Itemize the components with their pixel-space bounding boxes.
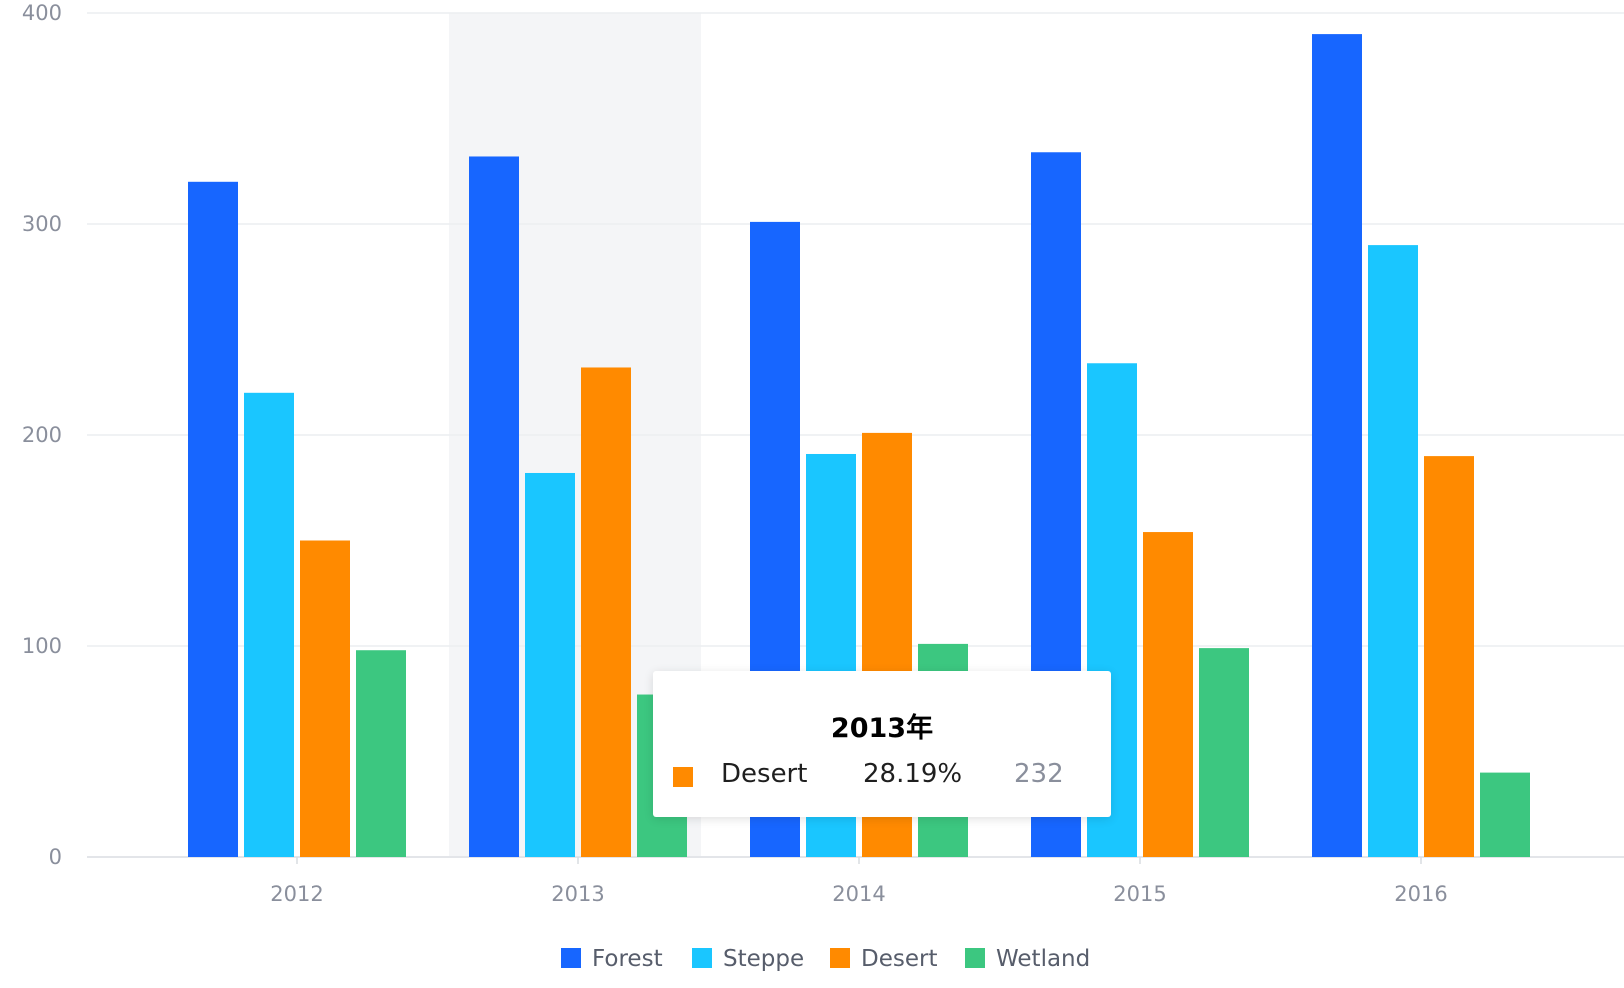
bar-wetland-2015[interactable]	[1199, 648, 1249, 857]
bar-wetland-2012[interactable]	[356, 650, 406, 857]
legend-item-desert[interactable]: Desert	[830, 946, 937, 972]
y-tick-label: 200	[22, 423, 62, 447]
bar-forest-2016[interactable]	[1312, 34, 1362, 858]
legend-swatch	[830, 948, 850, 968]
bar-forest-2013[interactable]	[469, 156, 519, 858]
bar-steppe-2012[interactable]	[244, 392, 294, 857]
x-tick-label: 2016	[1394, 882, 1447, 906]
legend-label: Desert	[861, 946, 937, 972]
y-tick-label: 300	[22, 212, 62, 236]
legend: Forest Steppe Desert Wetland	[561, 946, 1090, 972]
legend-swatch	[561, 948, 581, 968]
bar-steppe-2016[interactable]	[1368, 245, 1418, 858]
x-tick-label: 2014	[832, 882, 885, 906]
legend-item-steppe[interactable]: Steppe	[692, 946, 804, 972]
y-tick-label: 100	[22, 634, 62, 658]
x-tick-label: 2013	[551, 882, 604, 906]
bar-steppe-2013[interactable]	[525, 472, 575, 857]
tooltip-value: 232	[1014, 759, 1064, 789]
legend-label: Wetland	[996, 946, 1090, 972]
legend-swatch	[692, 948, 712, 968]
bar-desert-2016[interactable]	[1424, 456, 1474, 857]
x-axis: 2012 2013 2014 2015 2016	[270, 857, 1448, 906]
tooltip-row: Desert 28.19% 232	[653, 759, 1111, 791]
tooltip-percent: 28.19%	[863, 759, 963, 789]
tooltip-series-name: Desert	[721, 759, 808, 789]
y-tick-label: 400	[22, 1, 62, 25]
bar-desert-2012[interactable]	[300, 540, 350, 858]
bar-wetland-2016[interactable]	[1480, 772, 1530, 857]
legend-item-wetland[interactable]: Wetland	[965, 946, 1090, 972]
legend-swatch	[965, 948, 985, 968]
legend-label: Forest	[592, 946, 663, 972]
y-axis: 0 100 200 300 400	[22, 1, 62, 869]
legend-label: Steppe	[723, 946, 804, 972]
tooltip-swatch	[673, 767, 693, 787]
tooltip: 2013年 Desert 28.19% 232	[653, 671, 1111, 817]
bar-desert-2015[interactable]	[1143, 532, 1193, 857]
y-tick-label: 0	[49, 845, 62, 869]
bar-forest-2012[interactable]	[188, 181, 238, 858]
x-tick-label: 2012	[270, 882, 323, 906]
legend-item-forest[interactable]: Forest	[561, 946, 663, 972]
bar-desert-2013[interactable]	[581, 367, 631, 857]
tooltip-title: 2013年	[830, 713, 934, 744]
x-tick-label: 2015	[1113, 882, 1166, 906]
